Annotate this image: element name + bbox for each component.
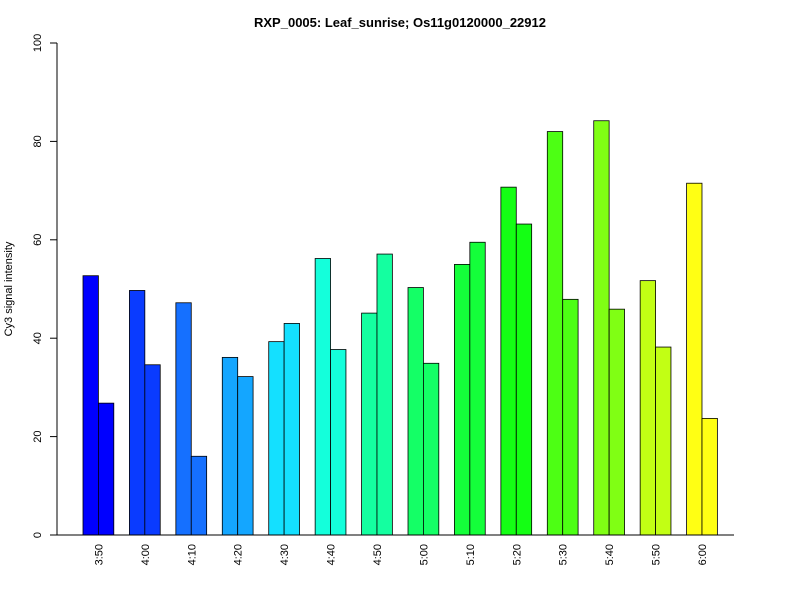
x-tick-label: 5:20 bbox=[511, 544, 523, 565]
y-tick-label: 60 bbox=[32, 234, 44, 246]
bar-500-1 bbox=[407, 287, 424, 536]
bar-500-2 bbox=[423, 362, 440, 536]
y-tick-label: 20 bbox=[32, 430, 44, 442]
y-axis-label: Cy3 signal intensity bbox=[3, 241, 15, 336]
y-tick-label: 40 bbox=[32, 332, 44, 344]
bar-540-1 bbox=[593, 120, 610, 536]
x-tick-label: 5:00 bbox=[418, 544, 430, 565]
bar-400-2 bbox=[144, 364, 161, 536]
bar-530-2 bbox=[562, 298, 579, 536]
x-tick-label: 4:20 bbox=[233, 544, 245, 565]
bar-430-1 bbox=[268, 341, 285, 536]
bar-520-2 bbox=[515, 223, 533, 536]
bar-510-2 bbox=[469, 241, 486, 536]
bar-530-1 bbox=[546, 131, 564, 536]
x-tick-label: 5:40 bbox=[604, 544, 616, 565]
bar-540-2 bbox=[608, 308, 625, 536]
x-tick-label: 5:50 bbox=[651, 544, 663, 565]
x-tick-label: 4:10 bbox=[186, 544, 198, 565]
x-tick-label: 5:10 bbox=[465, 544, 477, 565]
bar-410-1 bbox=[175, 302, 192, 536]
y-axis: 0 20 40 60 80 100 bbox=[32, 34, 58, 538]
bar-430-2 bbox=[283, 323, 300, 536]
bar-440-1 bbox=[314, 258, 331, 536]
bar-420-2 bbox=[237, 376, 254, 536]
chart-title: RXP_0005: Leaf_sunrise; Os11g0120000_229… bbox=[254, 15, 546, 30]
y-tick-label: 0 bbox=[32, 532, 44, 538]
bar-420-1 bbox=[221, 356, 239, 536]
bar-400-1 bbox=[129, 290, 146, 536]
bar-350-2 bbox=[98, 402, 115, 536]
bars-group bbox=[82, 120, 718, 536]
bar-450-2 bbox=[376, 253, 393, 536]
bar-520-1 bbox=[500, 186, 517, 536]
bar-600-1 bbox=[686, 182, 703, 536]
bar-550-2 bbox=[655, 346, 672, 536]
bar-450-1 bbox=[361, 312, 378, 536]
bar-440-2 bbox=[330, 349, 347, 536]
y-tick-label: 100 bbox=[32, 34, 44, 52]
bar-350-1 bbox=[82, 275, 99, 536]
x-tick-label: 5:30 bbox=[558, 544, 570, 565]
x-tick-label: 3:50 bbox=[93, 544, 105, 565]
x-tick-label: 4:40 bbox=[326, 544, 338, 565]
bar-550-1 bbox=[639, 280, 656, 536]
y-tick-label: 80 bbox=[32, 135, 44, 147]
bar-510-1 bbox=[454, 263, 471, 536]
x-tick-label: 4:00 bbox=[140, 544, 152, 565]
x-tick-label: 4:30 bbox=[279, 544, 291, 565]
bar-600-2 bbox=[701, 417, 718, 536]
bar-410-2 bbox=[190, 455, 208, 536]
x-tick-label: 6:00 bbox=[697, 544, 709, 565]
x-tick-label: 4:50 bbox=[372, 544, 384, 565]
x-axis: 3:50 4:00 4:10 4:20 4:30 4:40 4:50 5:00 5:10 5:20… bbox=[57, 534, 734, 565]
